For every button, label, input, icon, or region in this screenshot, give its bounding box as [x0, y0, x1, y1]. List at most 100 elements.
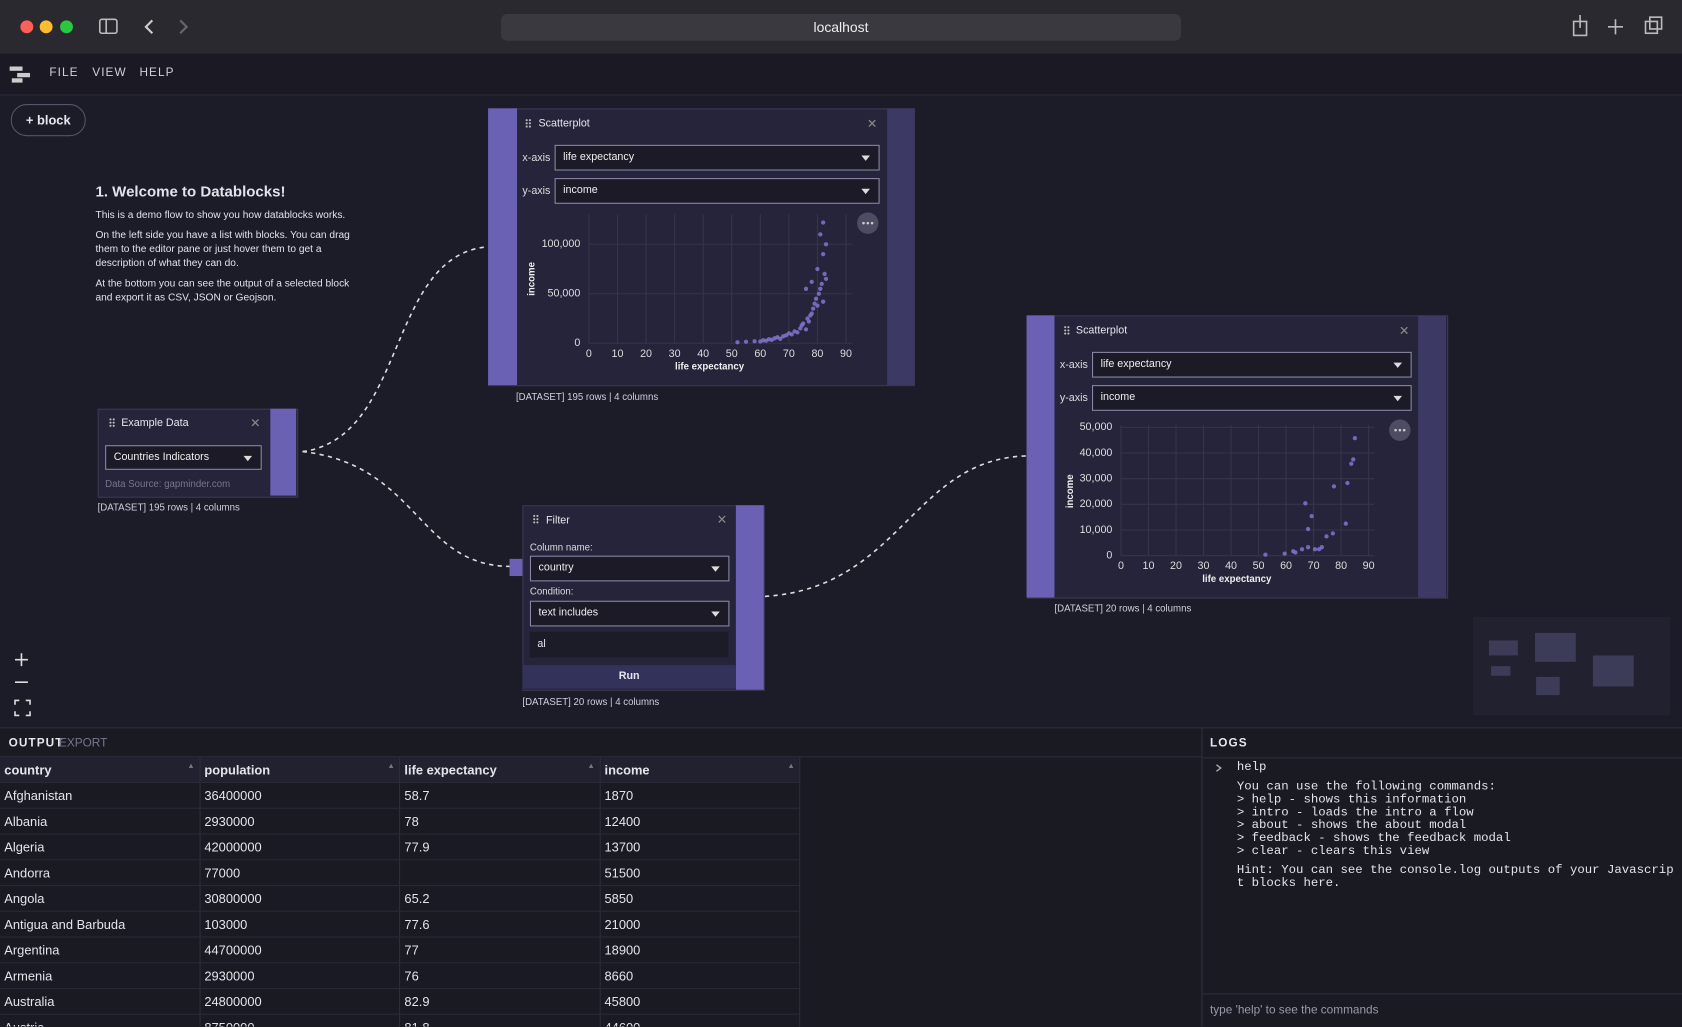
y-tick-label: 50,000	[548, 288, 581, 300]
prompt-icon	[1213, 763, 1224, 774]
table-row: Antigua and Barbuda10300077.621000	[0, 911, 800, 937]
data-point	[1310, 514, 1314, 518]
data-point	[1293, 550, 1297, 554]
data-point	[1320, 545, 1324, 549]
menu-bar	[0, 54, 1682, 96]
table-row: Afghanistan3640000058.71870	[0, 783, 800, 809]
table-cell: 103000	[200, 911, 400, 937]
column-header[interactable]: life expectancy▲	[400, 757, 600, 782]
select[interactable]: income	[555, 178, 880, 204]
x-tick-label: 60	[754, 348, 766, 360]
table-cell: 5850	[600, 886, 800, 912]
data-point	[810, 311, 814, 315]
log-input[interactable]: type 'help' to see the commands	[1202, 993, 1681, 1026]
y-tick-label: 30,000	[1080, 473, 1113, 485]
data-point	[1353, 436, 1357, 440]
select[interactable]: life expectancy	[1092, 352, 1412, 378]
url-bar[interactable]: localhost	[501, 14, 1181, 41]
table-cell: Antigua and Barbuda	[0, 911, 200, 937]
block-handle[interactable]	[1027, 315, 1055, 597]
column-name: income	[605, 762, 650, 777]
table-cell: 1870	[600, 783, 800, 809]
table-row: Albania29300007812400	[0, 808, 800, 834]
x-tick-label: 50	[726, 348, 738, 360]
field-label: x-axis	[522, 152, 550, 164]
table-cell: 77	[400, 937, 600, 963]
block-handle[interactable]	[270, 409, 296, 496]
table-row: Angola3080000065.25850	[0, 886, 800, 912]
select[interactable]: life expectancy	[555, 145, 880, 171]
data-point	[821, 220, 825, 224]
block-handle[interactable]	[1418, 315, 1446, 597]
block-title: Filter	[546, 515, 570, 527]
block-handle[interactable]	[488, 108, 517, 385]
table-cell: 58.7	[400, 783, 600, 809]
field-label: y-axis	[522, 186, 550, 198]
data-point	[815, 303, 819, 307]
table-cell: Australia	[0, 988, 200, 1014]
text-input[interactable]: al	[530, 632, 728, 658]
menu-item[interactable]: VIEW	[92, 67, 126, 80]
block-input-port[interactable]	[510, 559, 523, 576]
table-cell: 42000000	[200, 834, 400, 860]
table-cell: 2930000	[200, 808, 400, 834]
data-point	[1345, 481, 1349, 485]
column-header[interactable]: population▲	[200, 757, 400, 782]
table-cell: 65.2	[400, 886, 600, 912]
table-cell: 82.9	[400, 988, 600, 1014]
field-label: Condition:	[530, 586, 573, 597]
run-button[interactable]: Run	[522, 665, 735, 689]
browser-actions	[1566, 13, 1673, 41]
data-point	[814, 297, 818, 301]
select[interactable]: text includes	[530, 601, 730, 627]
select[interactable]: income	[1092, 385, 1412, 411]
data-point	[810, 280, 814, 284]
block-filter[interactable]	[522, 505, 764, 691]
x-tick-label: 50	[1253, 560, 1265, 572]
x-tick-label: 80	[811, 348, 823, 360]
block-status: [DATASET] 20 rows | 4 columns	[1054, 603, 1191, 614]
minimap	[1473, 617, 1670, 716]
output-tab[interactable]: OUTPUT	[9, 737, 64, 750]
logo	[9, 64, 37, 83]
table-cell: 44700000	[200, 937, 400, 963]
export-tab[interactable]: EXPORT	[59, 737, 107, 750]
select[interactable]: Countries Indicators	[105, 445, 262, 470]
x-tick-label: 90	[840, 348, 852, 360]
table-row: Algeria4200000077.913700	[0, 834, 800, 860]
table-cell: 36400000	[200, 783, 400, 809]
block-status: [DATASET] 20 rows | 4 columns	[522, 696, 659, 707]
sort-icon: ▲	[787, 762, 794, 770]
data-point	[1306, 545, 1310, 549]
select[interactable]: country	[530, 556, 730, 582]
sort-icon: ▲	[587, 762, 594, 770]
block-status: [DATASET] 195 rows | 4 columns	[516, 392, 658, 403]
table-cell: 76	[400, 963, 600, 989]
data-point	[1351, 457, 1355, 461]
data-point	[817, 292, 821, 296]
y-tick-label: 0	[574, 337, 580, 349]
block-handle[interactable]	[736, 505, 764, 690]
x-axis-label: life expectancy	[675, 361, 745, 372]
column-header[interactable]: country▲	[0, 757, 200, 782]
column-name: population	[204, 762, 270, 777]
data-point	[1324, 534, 1328, 538]
menu-item[interactable]: HELP	[139, 67, 174, 80]
data-point	[822, 272, 826, 276]
menu-item[interactable]: FILE	[49, 67, 78, 80]
column-header[interactable]: income ▲	[600, 757, 800, 782]
data-point	[824, 242, 828, 246]
x-tick-label: 20	[1170, 560, 1182, 572]
x-tick-label: 30	[1198, 560, 1210, 572]
output-table: country▲population▲life expectancy▲incom…	[0, 757, 800, 1026]
data-point	[1331, 531, 1335, 535]
y-tick-label: 40,000	[1080, 447, 1113, 459]
table-cell: Austria	[0, 1014, 200, 1026]
x-tick-label: 80	[1335, 560, 1347, 572]
block-title: Scatterplot	[1076, 325, 1127, 337]
log-command: help	[1237, 762, 1267, 775]
data-point	[807, 319, 811, 323]
block-handle[interactable]	[887, 108, 914, 385]
